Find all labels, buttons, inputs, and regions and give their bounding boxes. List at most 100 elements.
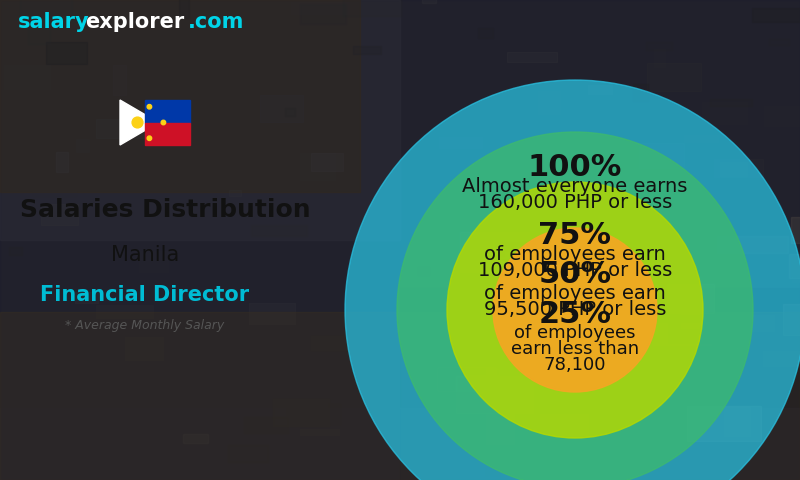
Text: 109,000 PHP or less: 109,000 PHP or less: [478, 261, 672, 280]
Circle shape: [447, 182, 703, 438]
Bar: [481, 286, 532, 319]
Bar: [291, 2, 349, 13]
Text: 160,000 PHP or less: 160,000 PHP or less: [478, 193, 672, 212]
Bar: [413, 313, 462, 325]
Text: 50%: 50%: [538, 260, 611, 288]
Bar: [597, 186, 655, 200]
Bar: [285, 108, 295, 116]
Bar: [516, 382, 561, 396]
Bar: [5, 65, 50, 89]
Bar: [646, 42, 672, 50]
Bar: [46, 42, 86, 64]
Bar: [33, 191, 77, 196]
Text: 75%: 75%: [538, 221, 611, 250]
Bar: [494, 409, 509, 432]
Bar: [724, 408, 750, 436]
Bar: [726, 348, 744, 365]
Bar: [575, 271, 654, 286]
Bar: [286, 404, 340, 424]
Bar: [666, 369, 685, 378]
Bar: [75, 292, 98, 303]
Bar: [720, 162, 747, 176]
Bar: [789, 254, 800, 278]
Bar: [300, 153, 335, 180]
Text: 78,100: 78,100: [544, 356, 606, 374]
Bar: [183, 434, 207, 443]
Text: * Average Monthly Salary: * Average Monthly Salary: [66, 319, 225, 332]
Bar: [354, 46, 381, 54]
Text: 100%: 100%: [528, 153, 622, 182]
Bar: [790, 217, 800, 243]
Bar: [540, 414, 588, 435]
Bar: [654, 49, 665, 67]
Bar: [764, 106, 800, 126]
Bar: [311, 336, 362, 350]
Bar: [566, 315, 610, 338]
Bar: [260, 96, 303, 122]
Bar: [0, 408, 800, 480]
Bar: [346, 332, 386, 340]
Circle shape: [132, 117, 143, 128]
Text: of employees earn: of employees earn: [484, 284, 666, 303]
Bar: [20, 0, 72, 18]
Bar: [27, 22, 50, 44]
Text: explorer: explorer: [85, 12, 184, 32]
Bar: [647, 63, 701, 91]
Bar: [485, 454, 500, 476]
Text: of employees earn: of employees earn: [484, 245, 666, 264]
Bar: [301, 429, 339, 435]
Bar: [666, 284, 714, 313]
Bar: [493, 240, 542, 258]
Bar: [342, 0, 401, 16]
Bar: [125, 337, 162, 360]
Bar: [75, 139, 89, 152]
Text: of employees: of employees: [514, 324, 636, 342]
Circle shape: [345, 80, 800, 480]
Text: Manila: Manila: [111, 245, 179, 265]
Bar: [686, 406, 761, 441]
Bar: [9, 247, 22, 255]
Bar: [714, 159, 763, 177]
Text: salary: salary: [18, 12, 90, 32]
Bar: [438, 367, 496, 391]
Text: Financial Director: Financial Director: [41, 285, 250, 305]
Bar: [507, 197, 522, 223]
Bar: [179, 0, 190, 18]
Polygon shape: [120, 100, 158, 145]
Circle shape: [147, 105, 152, 109]
Bar: [625, 263, 669, 292]
Bar: [712, 315, 774, 331]
Bar: [681, 309, 699, 328]
Bar: [0, 0, 360, 192]
Bar: [113, 65, 126, 95]
Bar: [769, 39, 789, 46]
Text: Almost everyone earns: Almost everyone earns: [462, 177, 688, 196]
Bar: [710, 98, 752, 106]
Bar: [138, 252, 169, 272]
Bar: [228, 445, 268, 462]
Bar: [478, 28, 493, 37]
Bar: [793, 258, 800, 282]
Bar: [486, 370, 499, 398]
Bar: [439, 137, 482, 148]
Circle shape: [397, 132, 753, 480]
Bar: [244, 417, 288, 433]
Bar: [273, 398, 329, 426]
Text: Salaries Distribution: Salaries Distribution: [20, 198, 310, 222]
Text: 25%: 25%: [538, 300, 611, 329]
Bar: [783, 304, 800, 335]
Bar: [651, 322, 667, 345]
Bar: [752, 8, 800, 22]
Bar: [0, 0, 400, 240]
Bar: [156, 128, 180, 133]
Bar: [96, 305, 153, 318]
Bar: [686, 250, 734, 274]
Bar: [650, 1, 710, 25]
Bar: [717, 236, 788, 253]
Bar: [300, 4, 346, 24]
Bar: [684, 135, 718, 142]
Bar: [638, 323, 711, 346]
Bar: [102, 219, 150, 229]
Bar: [622, 184, 653, 212]
Bar: [96, 119, 144, 138]
